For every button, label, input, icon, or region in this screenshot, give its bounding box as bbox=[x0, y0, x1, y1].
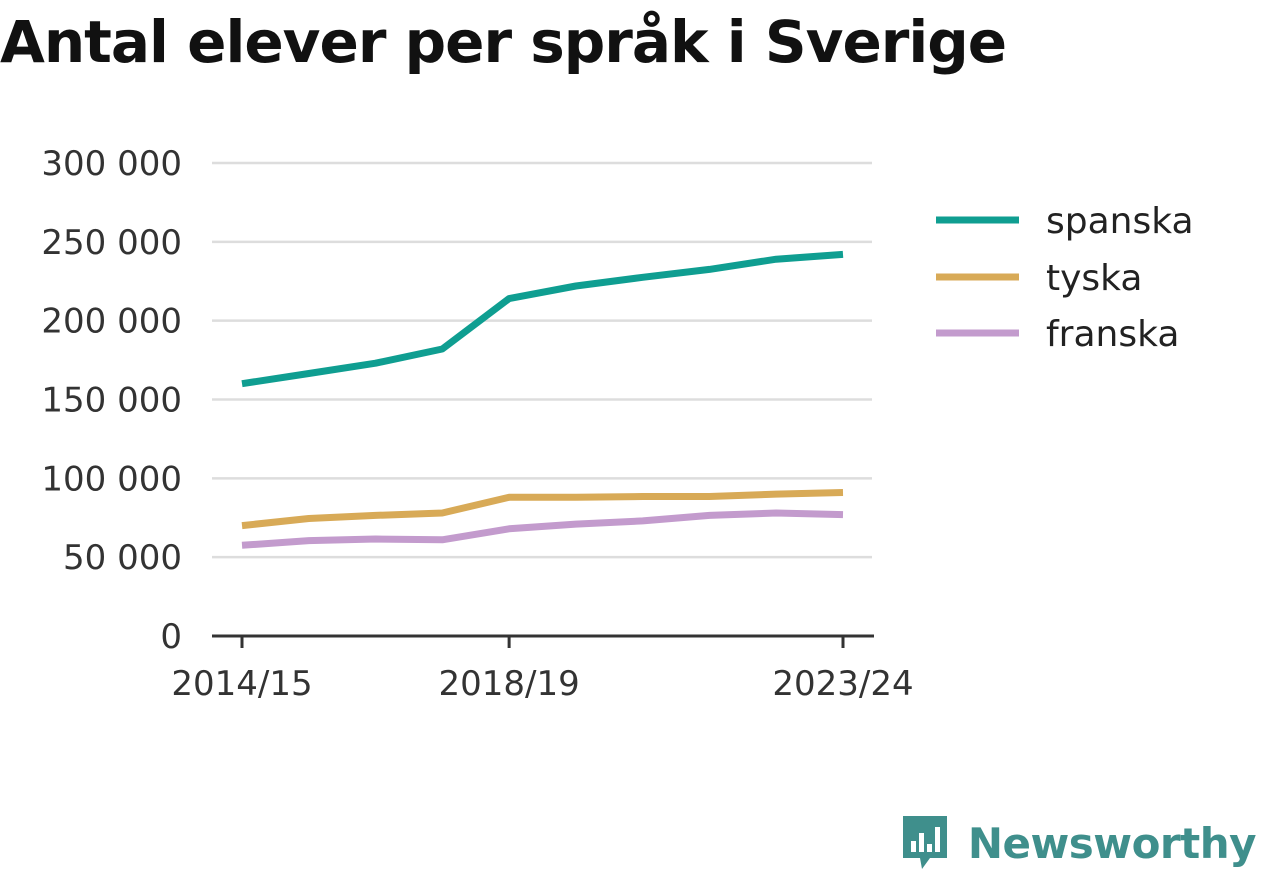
y-axis-labels: 0 50 000 100 000 150 000 200 000 250 000 300 0… bbox=[41, 144, 182, 657]
y-tick-label: 250 000 bbox=[41, 223, 182, 263]
x-axis: 2014/15 2018/19 2023/24 bbox=[171, 634, 914, 704]
y-tick-label: 300 000 bbox=[41, 144, 182, 184]
gridlines bbox=[212, 161, 872, 559]
x-tick-label: 2023/24 bbox=[772, 664, 913, 704]
series-lines bbox=[241, 250, 844, 549]
series-line-tyska bbox=[241, 489, 844, 530]
legend-label-franska: franska bbox=[1046, 314, 1179, 355]
y-tick-label: 200 000 bbox=[41, 302, 182, 342]
y-tick-label: 50 000 bbox=[63, 538, 182, 578]
series-line-franska bbox=[241, 509, 844, 549]
x-tick-label: 2018/19 bbox=[438, 664, 579, 704]
chart-title: Antal elever per språk i Sverige bbox=[0, 8, 1007, 76]
newsworthy-logo: Newsworthy bbox=[900, 813, 1257, 873]
legend: spanska tyska franska bbox=[936, 201, 1194, 355]
legend-label-spanska: spanska bbox=[1046, 201, 1194, 242]
bar-chart-speech-bubble-icon bbox=[902, 816, 947, 869]
brand-name: Newsworthy bbox=[967, 818, 1257, 868]
y-tick-label: 150 000 bbox=[41, 381, 182, 421]
legend-label-tyska: tyska bbox=[1046, 258, 1142, 299]
y-tick-label: 100 000 bbox=[41, 459, 182, 499]
x-tick-label: 2014/15 bbox=[171, 664, 312, 704]
y-tick-label: 0 bbox=[160, 617, 182, 657]
series-line-spanska bbox=[241, 250, 844, 388]
